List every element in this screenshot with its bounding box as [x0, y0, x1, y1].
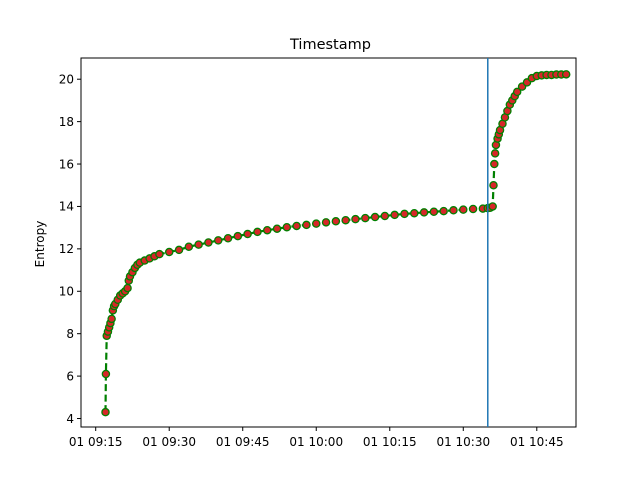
data-point — [410, 208, 419, 218]
data-point — [400, 209, 409, 219]
chart-title: Timestamp — [289, 37, 371, 53]
y-tick-label: 6 — [66, 369, 74, 383]
x-tick-label: 01 09:30 — [142, 435, 196, 449]
data-point — [390, 210, 399, 220]
data-point — [282, 222, 292, 232]
data-point — [272, 224, 282, 233]
data-point — [361, 213, 370, 223]
data-point — [512, 87, 522, 97]
series-line — [104, 73, 567, 413]
data-point — [155, 249, 164, 259]
y-axis-label: Entropy — [33, 221, 47, 268]
data-point — [439, 206, 448, 216]
data-point — [174, 245, 184, 255]
data-point — [262, 225, 272, 235]
data-point — [302, 220, 311, 230]
data-point — [194, 240, 203, 249]
data-point — [489, 180, 498, 190]
data-point — [459, 205, 468, 214]
y-axis: 4 6 8 10 12 14 16 18 20 — [59, 73, 81, 426]
data-point — [561, 70, 571, 79]
data-point — [351, 214, 360, 224]
data-point — [164, 247, 174, 257]
data-point — [490, 149, 500, 158]
data-point — [370, 212, 380, 222]
data-point — [331, 217, 341, 226]
data-point — [204, 238, 213, 247]
data-point — [449, 206, 458, 215]
x-tick-label: 01 09:45 — [216, 435, 270, 449]
y-tick-label: 10 — [59, 285, 74, 299]
x-tick-label: 01 10:15 — [363, 435, 417, 449]
data-point — [101, 407, 110, 417]
data-point — [101, 369, 111, 379]
data-point — [429, 207, 439, 216]
data-point — [213, 236, 223, 245]
x-tick-label: 01 09:15 — [69, 435, 123, 449]
y-tick-label: 16 — [59, 157, 74, 171]
data-point — [468, 204, 478, 214]
data-point — [488, 202, 497, 211]
x-tick-label: 01 10:45 — [510, 435, 564, 449]
data-point — [292, 221, 301, 231]
data-point — [233, 231, 243, 241]
x-axis: 01 09:15 01 09:30 01 09:45 01 10:00 01 10:15… — [69, 427, 564, 449]
y-tick-label: 18 — [59, 115, 74, 129]
data-point — [311, 219, 321, 228]
y-tick-label: 12 — [59, 242, 74, 256]
data-point — [490, 159, 499, 169]
data-point — [243, 229, 252, 239]
data-point — [321, 218, 331, 227]
y-tick-label: 14 — [59, 200, 74, 214]
data-point — [380, 211, 390, 221]
y-tick-label: 8 — [66, 327, 74, 341]
data-point — [107, 314, 116, 324]
data-point — [184, 242, 194, 251]
y-tick-label: 20 — [59, 73, 74, 87]
y-tick-label: 4 — [66, 412, 74, 426]
data-point — [223, 234, 233, 243]
data-point — [253, 227, 262, 237]
data-point — [123, 283, 132, 293]
x-tick-label: 01 10:00 — [289, 435, 343, 449]
data-point — [341, 215, 350, 225]
series-layer — [101, 70, 571, 417]
x-tick-label: 01 10:30 — [436, 435, 490, 449]
plot-frame — [80, 57, 577, 428]
data-point — [419, 208, 429, 217]
